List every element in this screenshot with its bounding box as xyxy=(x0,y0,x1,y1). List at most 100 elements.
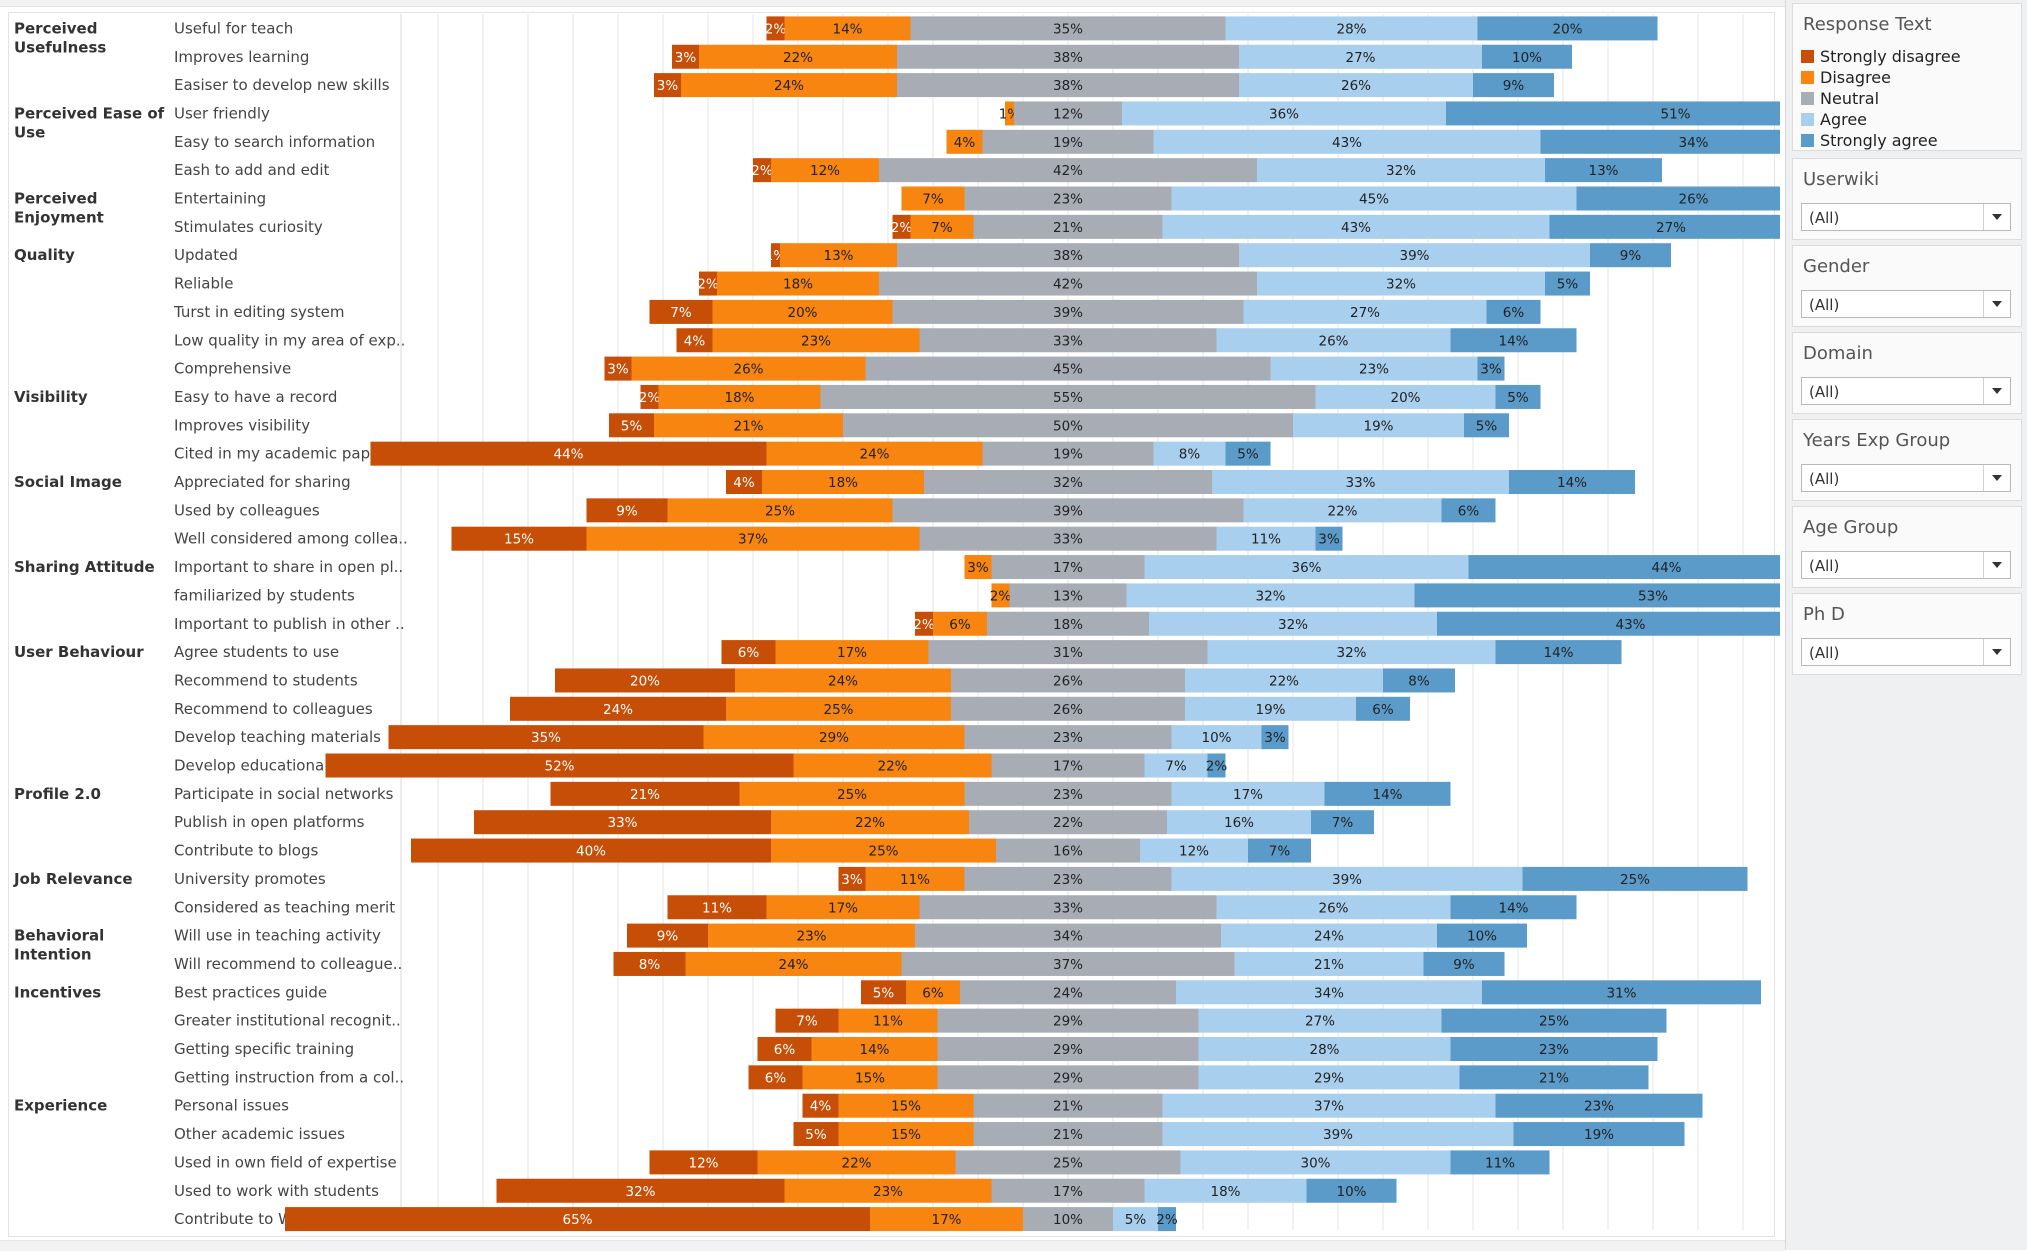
data-label: 20% xyxy=(1390,390,1420,406)
data-label: 19% xyxy=(1053,447,1083,463)
chevron-down-icon[interactable] xyxy=(1983,552,2010,578)
data-label: 27% xyxy=(1345,50,1375,66)
data-label: 2% xyxy=(990,588,1012,604)
data-label: 45% xyxy=(1359,192,1389,208)
legend-swatch xyxy=(1801,50,1814,63)
domain-dropdown[interactable]: (All) xyxy=(1801,377,2011,405)
legend-item-strongly-disagree[interactable]: Strongly disagree xyxy=(1801,47,1961,67)
data-label: 24% xyxy=(603,702,633,718)
years-exp-group-dropdown[interactable]: (All) xyxy=(1801,464,2011,492)
data-label: 7% xyxy=(931,220,953,236)
data-label: 9% xyxy=(1503,78,1525,94)
data-label: 10% xyxy=(1336,1184,1366,1200)
data-label: 8% xyxy=(1179,447,1201,463)
row-label: Reliable xyxy=(174,275,233,293)
data-label: 12% xyxy=(1179,844,1209,860)
data-label: 17% xyxy=(1233,787,1263,803)
data-label: 19% xyxy=(1584,1127,1614,1143)
data-label: 23% xyxy=(1053,192,1083,208)
data-label: 5% xyxy=(1125,1212,1147,1228)
data-label: 2% xyxy=(765,21,787,37)
bar-strongly-agree[interactable] xyxy=(1415,583,1781,607)
row-label: Important to share in open pl.. xyxy=(174,558,403,576)
data-label: 31% xyxy=(1606,985,1636,1001)
bar-strongly-agree[interactable] xyxy=(1541,130,1781,154)
chevron-down-icon[interactable] xyxy=(1983,639,2010,665)
data-label: 8% xyxy=(639,957,661,973)
row-label: familiarized by students xyxy=(174,586,355,604)
data-label: 38% xyxy=(1053,78,1083,94)
gender-dropdown[interactable]: (All) xyxy=(1801,290,2011,318)
data-label: 40% xyxy=(576,844,606,860)
row-label: Greater institutional recognit.. xyxy=(174,1012,401,1030)
data-label: 37% xyxy=(738,532,768,548)
data-label: 19% xyxy=(1053,135,1083,151)
data-label: 2% xyxy=(697,277,719,293)
userwiki-dropdown[interactable]: (All) xyxy=(1801,203,2011,231)
phd-dropdown[interactable]: (All) xyxy=(1801,638,2011,666)
legend-item-disagree[interactable]: Disagree xyxy=(1801,68,1891,88)
data-label: 17% xyxy=(931,1212,961,1228)
row-label: Best practices guide xyxy=(174,983,327,1001)
data-label: 42% xyxy=(1053,163,1083,179)
row-label: Updated xyxy=(174,246,238,264)
data-label: 3% xyxy=(675,50,697,66)
data-label: 6% xyxy=(1458,503,1480,519)
bar-strongly-agree[interactable] xyxy=(1446,101,1780,125)
data-label: 15% xyxy=(504,532,534,548)
data-label: 25% xyxy=(765,503,795,519)
data-label: 7% xyxy=(922,192,944,208)
row-label: Contribute to blogs xyxy=(174,842,318,860)
data-label: 15% xyxy=(855,1070,885,1086)
chevron-down-icon[interactable] xyxy=(1983,378,2010,404)
row-label: Used in own field of expertise xyxy=(174,1153,397,1171)
data-label: 43% xyxy=(1341,220,1371,236)
data-label: 29% xyxy=(1053,1070,1083,1086)
legend-item-strongly-agree[interactable]: Strongly agree xyxy=(1801,131,1938,151)
data-label: 11% xyxy=(873,1014,903,1030)
data-label: 19% xyxy=(1255,702,1285,718)
group-label: Quality xyxy=(14,246,75,264)
data-label: 10% xyxy=(1512,50,1542,66)
data-label: 25% xyxy=(868,844,898,860)
data-label: 13% xyxy=(1053,588,1083,604)
data-label: 24% xyxy=(859,447,889,463)
data-label: 21% xyxy=(630,787,660,803)
data-label: 39% xyxy=(1332,872,1362,888)
data-label: 10% xyxy=(1053,1212,1083,1228)
row-label: Participate in social networks xyxy=(174,785,394,803)
data-label: 32% xyxy=(1386,163,1416,179)
row-label: Recommend to colleagues xyxy=(174,700,373,718)
bar-strongly-agree[interactable] xyxy=(1469,555,1781,579)
data-label: 50% xyxy=(1053,418,1083,434)
chevron-down-icon[interactable] xyxy=(1983,291,2010,317)
data-label: 30% xyxy=(1300,1155,1330,1171)
legend-item-neutral[interactable]: Neutral xyxy=(1801,89,1879,109)
legend-item-agree[interactable]: Agree xyxy=(1801,110,1867,130)
data-label: 23% xyxy=(801,333,831,349)
data-label: 26% xyxy=(733,362,763,378)
data-label: 3% xyxy=(1264,730,1286,746)
chevron-down-icon[interactable] xyxy=(1983,204,2010,230)
data-label: 32% xyxy=(1278,617,1308,633)
data-label: 21% xyxy=(733,418,763,434)
age-group-dropdown[interactable]: (All) xyxy=(1801,551,2011,579)
data-label: 5% xyxy=(1507,390,1529,406)
data-label: 4% xyxy=(733,475,755,491)
bar-strongly-agree[interactable] xyxy=(1437,612,1780,636)
row-label: Personal issues xyxy=(174,1097,289,1115)
data-label: 13% xyxy=(1588,163,1618,179)
chevron-down-icon[interactable] xyxy=(1983,465,2010,491)
data-label: 14% xyxy=(859,1042,889,1058)
row-label: Easy to have a record xyxy=(174,388,337,406)
data-label: 32% xyxy=(1386,277,1416,293)
filter-title: Domain xyxy=(1803,343,1873,364)
data-label: 2% xyxy=(891,220,913,236)
filter-title: Gender xyxy=(1803,256,1869,277)
data-label: 37% xyxy=(1053,957,1083,973)
data-label: 23% xyxy=(1359,362,1389,378)
data-label: 5% xyxy=(1476,418,1498,434)
